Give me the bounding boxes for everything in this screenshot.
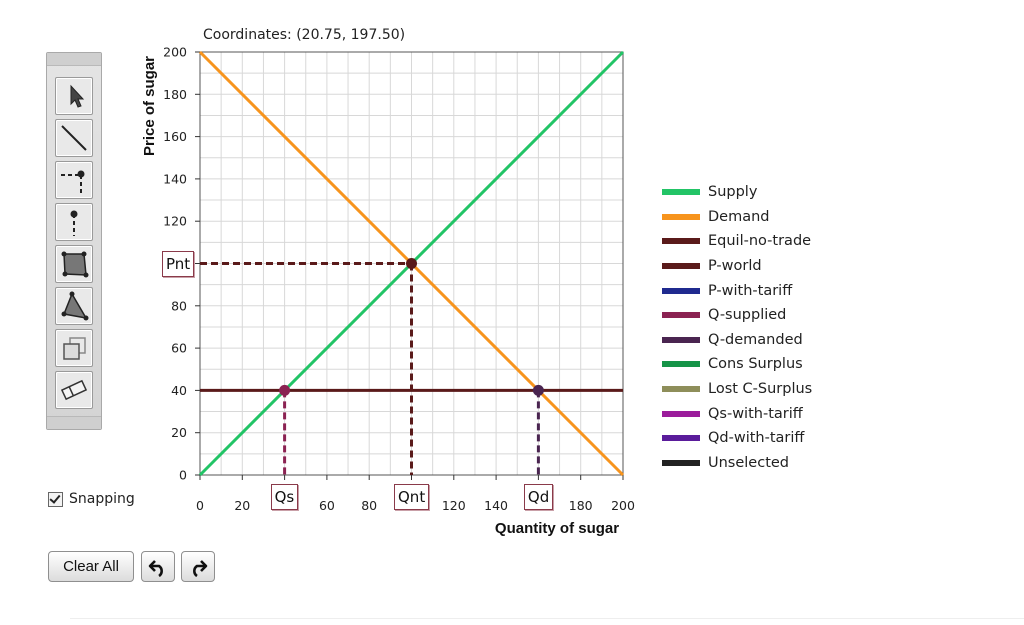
legend-swatch — [662, 213, 700, 220]
legend-label: Qd-with-tariff — [708, 430, 805, 447]
legend-item[interactable]: Demand — [662, 205, 812, 230]
line-tool-button[interactable] — [55, 119, 93, 157]
vertical-dropline-tool-button[interactable] — [55, 203, 93, 241]
legend-item[interactable]: Q-supplied — [662, 303, 812, 328]
y-tick-label: 180 — [163, 87, 187, 102]
pointer-tool-button[interactable] — [55, 77, 93, 115]
plotted-points[interactable] — [279, 258, 544, 396]
legend-label: Demand — [708, 208, 770, 225]
drawing-toolbar — [46, 52, 102, 430]
x-tick-label: 120 — [442, 498, 466, 513]
x-axis-title: Quantity of sugar — [495, 520, 619, 537]
legend-item[interactable]: Equil-no-trade — [662, 229, 812, 254]
snapping-label: Snapping — [69, 491, 135, 507]
toolbar-top-cap — [47, 53, 101, 66]
triangle-icon — [61, 291, 89, 321]
y-tick-label: 40 — [171, 383, 187, 398]
point-with-dropline-tool-button[interactable] — [55, 161, 93, 199]
legend-label: Q-demanded — [708, 331, 803, 348]
triangle-tool-button[interactable] — [55, 287, 93, 325]
legend-label: Supply — [708, 184, 758, 201]
snapping-checkbox[interactable]: Snapping — [48, 491, 135, 507]
legend-swatch — [662, 263, 700, 270]
eraser-icon — [60, 379, 88, 401]
y-tick-label: 120 — [163, 214, 187, 229]
legend-swatch — [662, 336, 700, 343]
arrow-pointer-icon — [70, 84, 85, 108]
legend: Supply Demand Equil-no-trade P-world P-with-… — [662, 180, 812, 475]
y-tick-label: 200 — [163, 45, 187, 60]
undo-button[interactable] — [141, 551, 175, 582]
quadrilateral-icon — [61, 251, 89, 278]
clear-all-button[interactable]: Clear All — [48, 551, 134, 582]
y-tick-label: 20 — [171, 425, 187, 440]
y-tick-label: 140 — [163, 171, 187, 186]
redo-button[interactable] — [181, 551, 215, 582]
quadrilateral-tool-button[interactable] — [55, 245, 93, 283]
legend-item[interactable]: P-world — [662, 254, 812, 279]
legend-label: P-world — [708, 258, 762, 275]
vertical-dropline-icon — [70, 210, 78, 236]
y-tick-label: 80 — [171, 298, 187, 313]
legend-swatch — [662, 189, 700, 196]
legend-item[interactable]: Qs-with-tariff — [662, 401, 812, 426]
checkbox-checked-icon[interactable] — [48, 491, 63, 507]
x-tick-label: 20 — [234, 498, 250, 513]
legend-swatch — [662, 386, 700, 393]
droplines[interactable] — [200, 262, 540, 476]
x-tick-label: 0 — [196, 498, 204, 513]
coordinates-readout: Coordinates: (20.75, 197.50) — [203, 27, 406, 43]
legend-swatch — [662, 435, 700, 442]
x-tick-label: 200 — [611, 498, 635, 513]
legend-swatch — [662, 410, 700, 417]
legend-item[interactable]: Qd-with-tariff — [662, 426, 812, 451]
bottom-divider — [70, 618, 1024, 619]
legend-label: Unselected — [708, 454, 790, 471]
legend-label: Q-supplied — [708, 307, 787, 324]
point-equil-no-trade[interactable] — [406, 258, 417, 269]
legend-swatch — [662, 312, 700, 319]
x-tick-label: 140 — [484, 498, 508, 513]
point-q-supplied[interactable] — [279, 384, 291, 396]
y-axis-title: Price of sugar — [141, 56, 158, 156]
dropline-point-icon — [61, 170, 85, 194]
line-icon — [61, 125, 87, 151]
axis-label-pnt[interactable]: Pnt — [162, 250, 195, 277]
copy-tool-button[interactable] — [55, 329, 93, 367]
legend-label: P-with-tariff — [708, 282, 793, 299]
legend-item[interactable]: Unselected — [662, 451, 812, 476]
legend-swatch — [662, 361, 700, 368]
y-tick-label: 0 — [179, 468, 187, 483]
eraser-tool-button[interactable] — [55, 371, 93, 409]
legend-swatch — [662, 459, 700, 466]
copy-icon — [63, 337, 86, 360]
point-q-demanded[interactable] — [532, 384, 544, 396]
legend-item[interactable]: Q-demanded — [662, 328, 812, 353]
legend-label: Lost C-Surplus — [708, 381, 813, 398]
legend-item[interactable]: Supply — [662, 180, 812, 205]
redo-icon — [193, 559, 208, 577]
legend-label: Qs-with-tariff — [708, 405, 803, 422]
axis-label-qs[interactable]: Qs — [270, 484, 299, 510]
toolbar-bottom-cap — [47, 416, 101, 429]
legend-label: Equil-no-trade — [708, 233, 812, 250]
x-tick-label: 60 — [319, 498, 335, 513]
y-tick-label: 160 — [163, 129, 187, 144]
axis-label-qnt[interactable]: Qnt — [394, 484, 430, 510]
x-tick-label: 80 — [361, 498, 377, 513]
legend-item[interactable]: P-with-tariff — [662, 278, 812, 303]
legend-label: Cons Surplus — [708, 356, 803, 373]
legend-swatch — [662, 238, 700, 245]
axis-label-qd[interactable]: Qd — [523, 484, 554, 510]
legend-swatch — [662, 287, 700, 294]
y-tick-label: 60 — [171, 341, 187, 356]
undo-icon — [148, 559, 163, 577]
legend-item[interactable]: Cons Surplus — [662, 352, 812, 377]
x-tick-label: 180 — [569, 498, 593, 513]
legend-item[interactable]: Lost C-Surplus — [662, 377, 812, 402]
